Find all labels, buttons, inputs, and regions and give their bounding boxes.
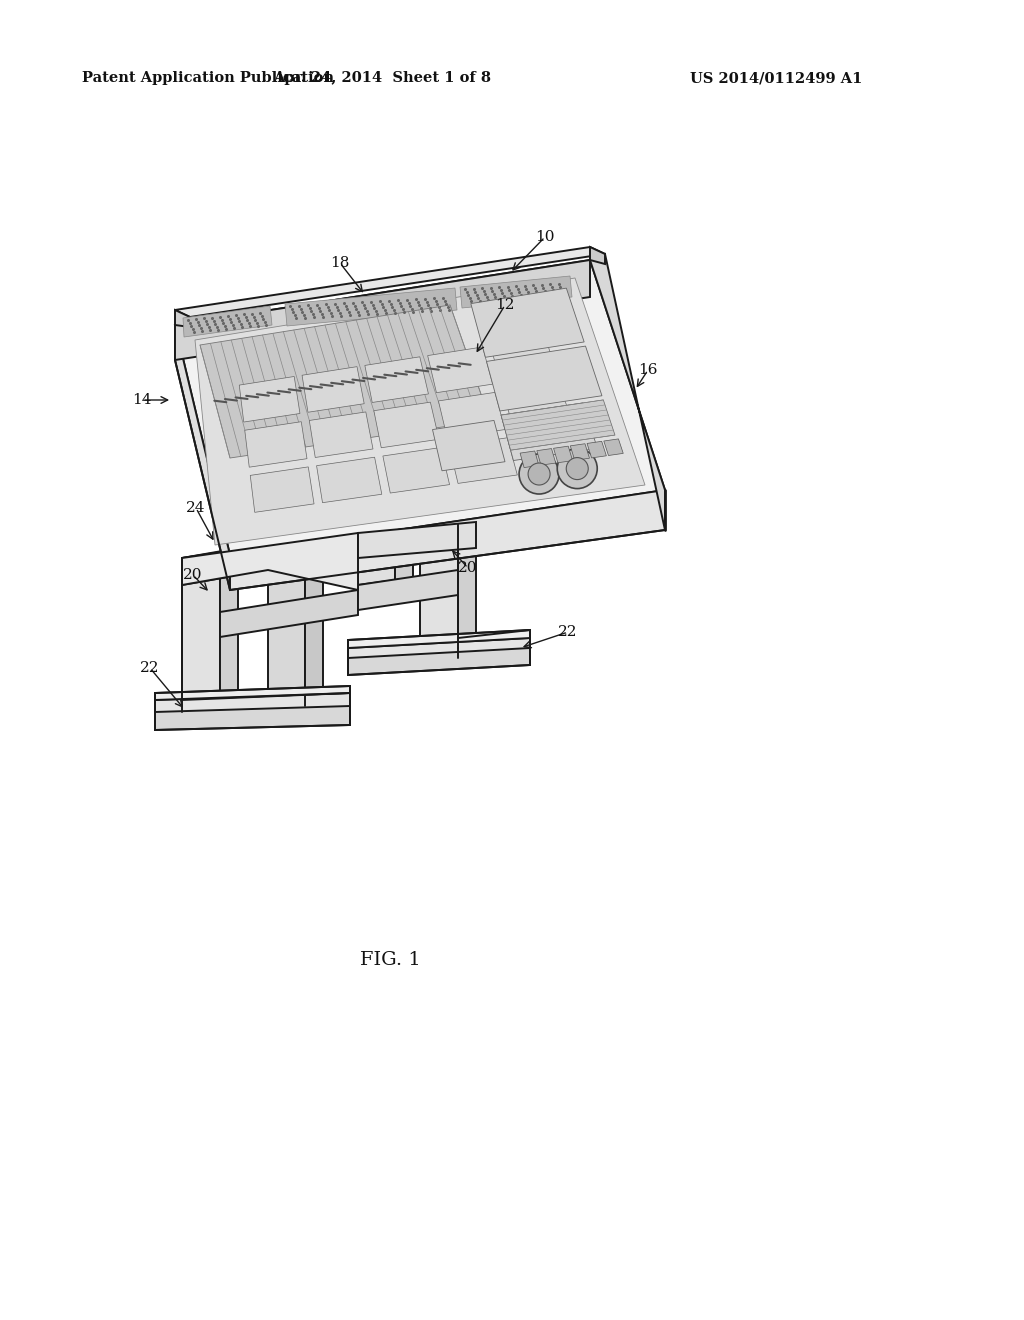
Polygon shape bbox=[428, 347, 493, 392]
Polygon shape bbox=[305, 536, 323, 696]
Text: US 2014/0112499 A1: US 2014/0112499 A1 bbox=[690, 71, 862, 84]
Polygon shape bbox=[175, 325, 230, 590]
Polygon shape bbox=[195, 279, 645, 545]
Polygon shape bbox=[490, 337, 557, 383]
Polygon shape bbox=[155, 686, 350, 700]
Polygon shape bbox=[503, 383, 571, 428]
Polygon shape bbox=[183, 306, 272, 337]
Polygon shape bbox=[365, 356, 428, 403]
Polygon shape bbox=[515, 428, 585, 474]
Polygon shape bbox=[348, 630, 530, 648]
Text: 20: 20 bbox=[183, 568, 203, 582]
Text: 24: 24 bbox=[186, 502, 206, 515]
Polygon shape bbox=[316, 457, 382, 503]
Polygon shape bbox=[200, 305, 490, 458]
Circle shape bbox=[519, 454, 559, 494]
Polygon shape bbox=[268, 539, 305, 698]
Polygon shape bbox=[285, 288, 457, 326]
Polygon shape bbox=[450, 438, 517, 483]
Polygon shape bbox=[220, 590, 358, 638]
Polygon shape bbox=[501, 403, 597, 461]
Polygon shape bbox=[182, 552, 220, 700]
Text: Apr. 24, 2014  Sheet 1 of 8: Apr. 24, 2014 Sheet 1 of 8 bbox=[273, 71, 490, 84]
Polygon shape bbox=[182, 543, 268, 585]
Text: 20: 20 bbox=[459, 561, 478, 576]
Polygon shape bbox=[220, 550, 238, 696]
Polygon shape bbox=[302, 367, 365, 412]
Text: 18: 18 bbox=[331, 256, 349, 271]
Text: Patent Application Publication: Patent Application Publication bbox=[82, 71, 334, 84]
Polygon shape bbox=[155, 693, 350, 718]
Text: FIG. 1: FIG. 1 bbox=[359, 950, 421, 969]
Text: 12: 12 bbox=[496, 298, 515, 312]
Polygon shape bbox=[587, 441, 606, 458]
Polygon shape bbox=[374, 403, 439, 447]
Text: 14: 14 bbox=[132, 393, 152, 407]
Polygon shape bbox=[182, 533, 358, 590]
Polygon shape bbox=[395, 525, 413, 579]
Polygon shape bbox=[175, 260, 590, 360]
Polygon shape bbox=[420, 524, 458, 652]
Polygon shape bbox=[383, 447, 450, 494]
Text: 22: 22 bbox=[140, 661, 160, 675]
Polygon shape bbox=[432, 421, 505, 471]
Polygon shape bbox=[438, 392, 505, 438]
Polygon shape bbox=[155, 706, 350, 730]
Polygon shape bbox=[309, 412, 373, 458]
Polygon shape bbox=[590, 247, 605, 264]
Polygon shape bbox=[240, 376, 300, 422]
Polygon shape bbox=[460, 276, 572, 308]
Polygon shape bbox=[348, 648, 530, 675]
Polygon shape bbox=[358, 570, 458, 610]
Circle shape bbox=[528, 463, 550, 484]
Polygon shape bbox=[520, 451, 539, 467]
Polygon shape bbox=[604, 440, 624, 455]
Polygon shape bbox=[348, 638, 530, 665]
Polygon shape bbox=[250, 467, 314, 512]
Polygon shape bbox=[175, 260, 665, 554]
Polygon shape bbox=[358, 528, 395, 585]
Polygon shape bbox=[471, 288, 584, 358]
Text: 22: 22 bbox=[558, 624, 578, 639]
Polygon shape bbox=[230, 490, 665, 590]
Polygon shape bbox=[245, 421, 307, 467]
Polygon shape bbox=[501, 400, 615, 450]
Polygon shape bbox=[358, 521, 476, 558]
Polygon shape bbox=[537, 449, 556, 465]
Text: 10: 10 bbox=[536, 230, 555, 244]
Polygon shape bbox=[570, 444, 590, 461]
Polygon shape bbox=[486, 346, 602, 411]
Circle shape bbox=[566, 458, 588, 479]
Circle shape bbox=[557, 449, 597, 488]
Polygon shape bbox=[590, 253, 665, 531]
Polygon shape bbox=[175, 247, 605, 317]
Polygon shape bbox=[458, 521, 476, 648]
Text: 16: 16 bbox=[638, 363, 657, 378]
Polygon shape bbox=[554, 446, 572, 463]
Polygon shape bbox=[175, 310, 190, 327]
